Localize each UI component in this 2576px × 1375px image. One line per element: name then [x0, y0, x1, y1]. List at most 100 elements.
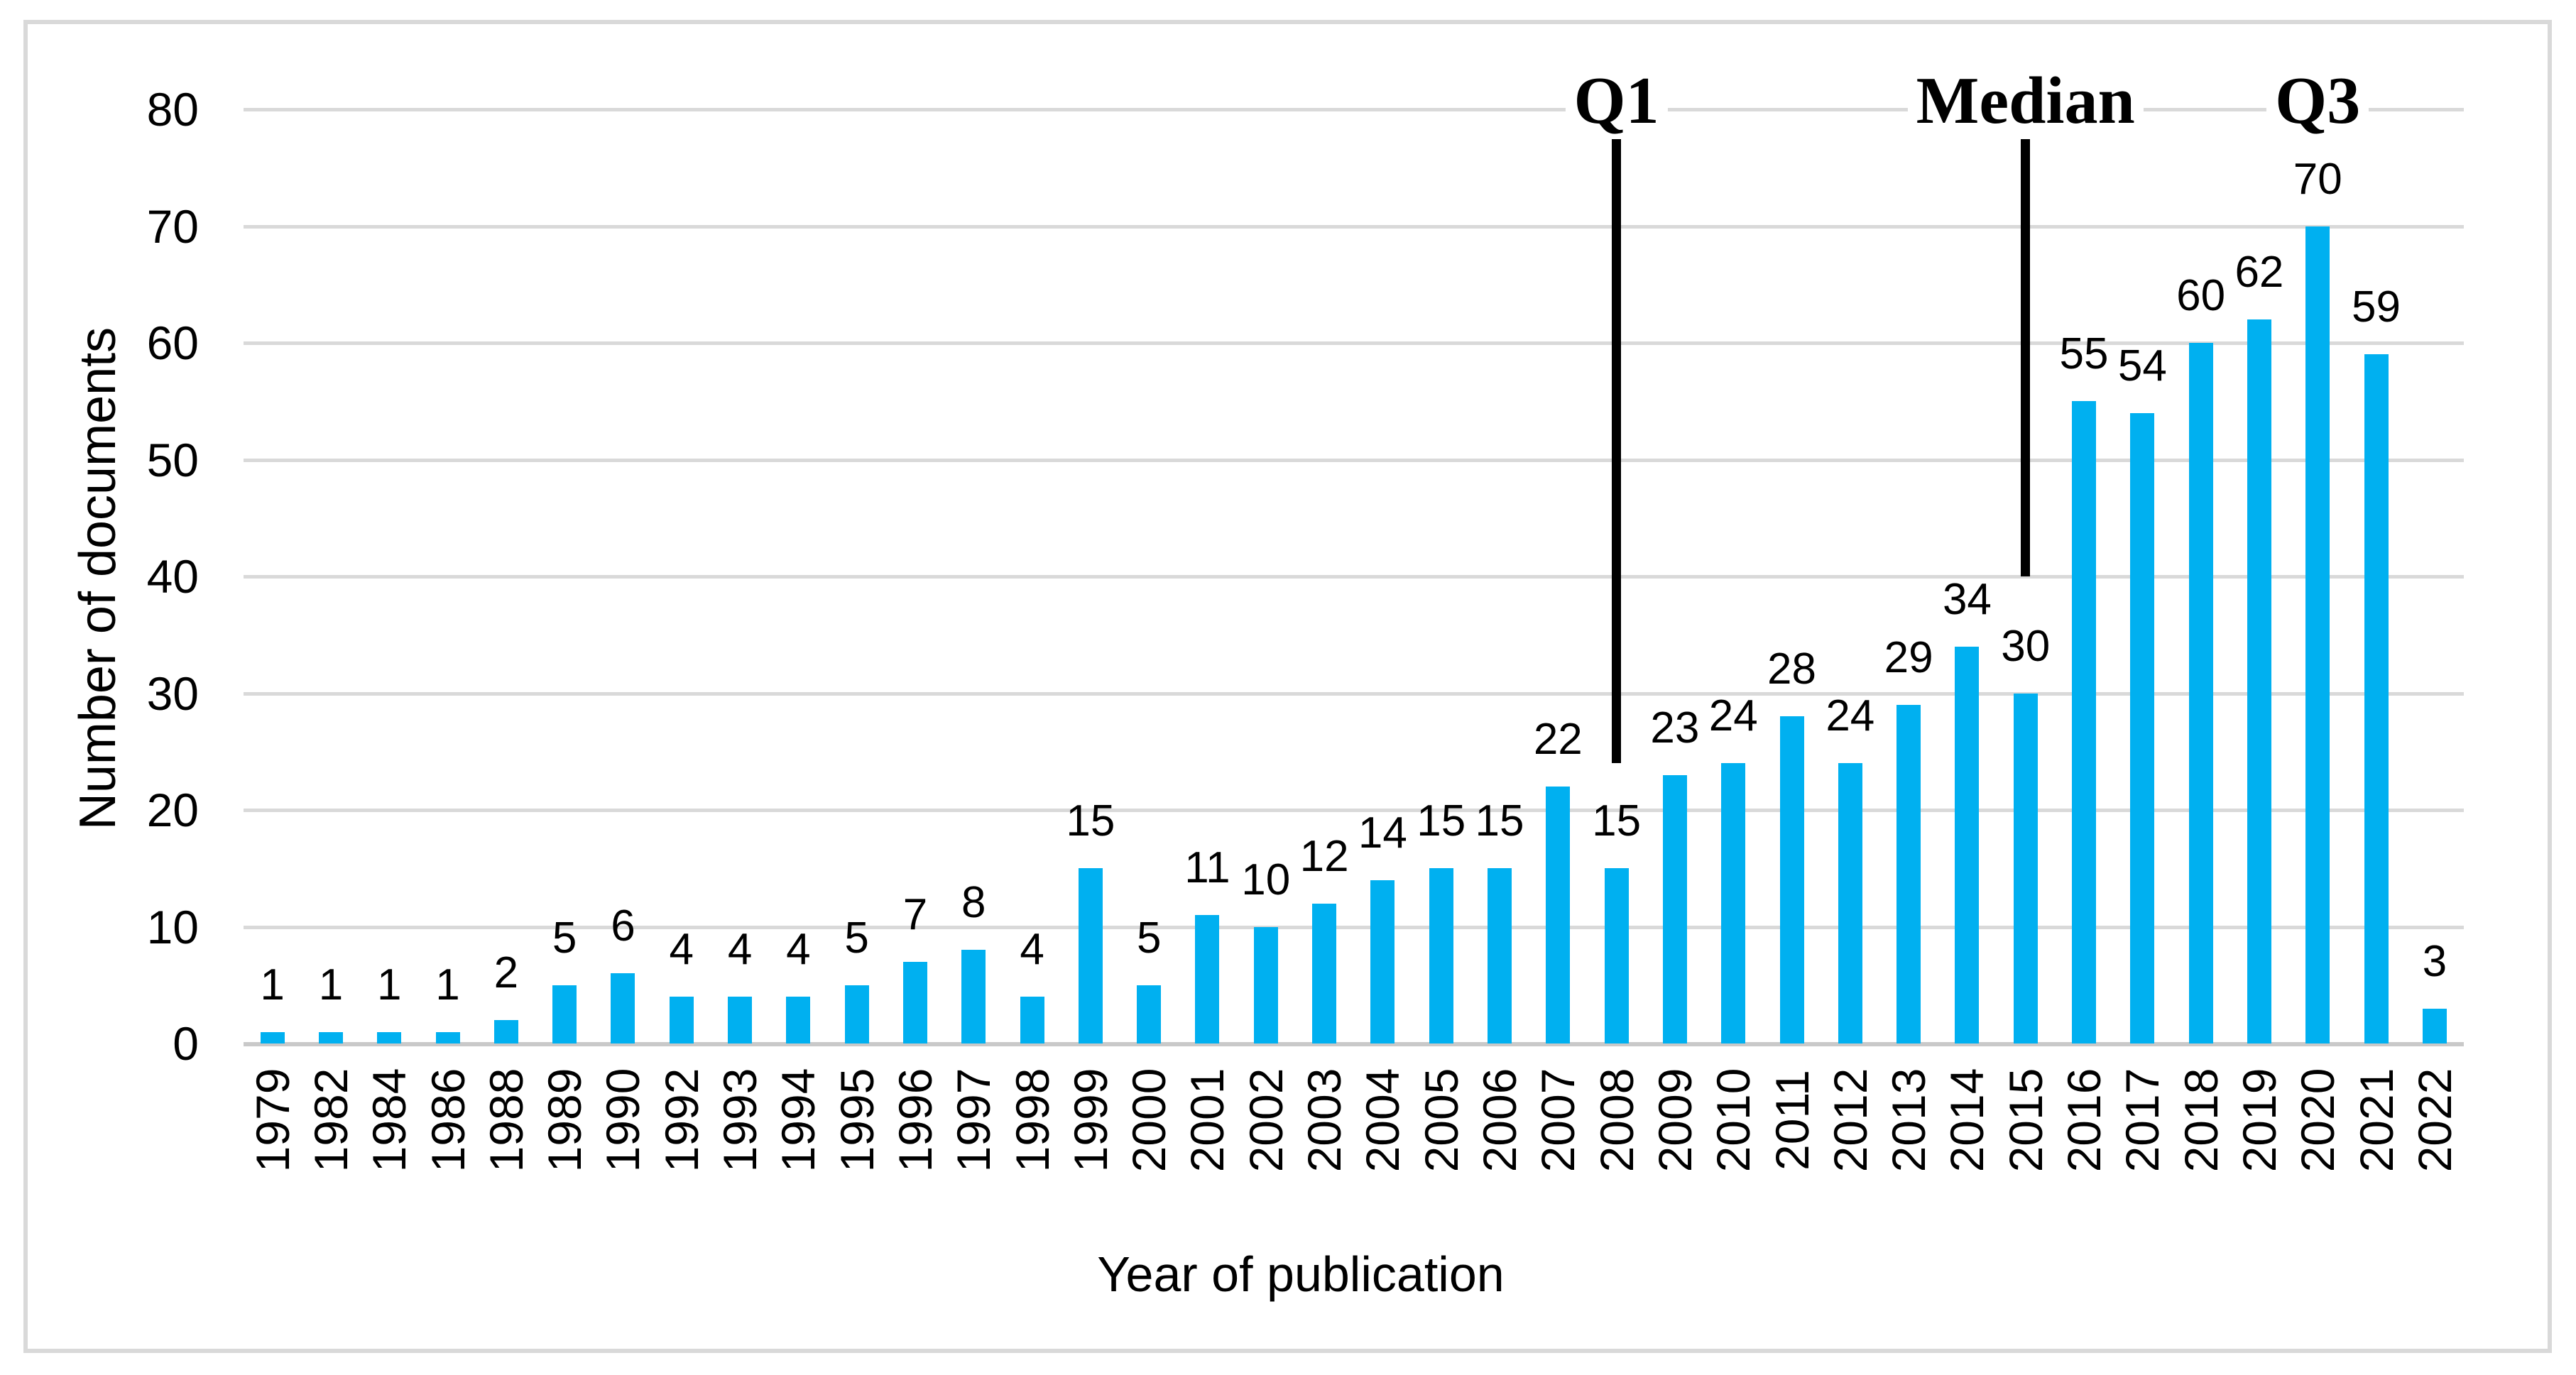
- bar-value-label-2003: 12: [1299, 831, 1349, 881]
- bar-value-label-1995: 5: [844, 913, 869, 963]
- bar-1984: [377, 1031, 402, 1043]
- bar-1998: [1020, 997, 1044, 1043]
- bar-value-label-1996: 7: [902, 889, 928, 939]
- bar-1988: [493, 1020, 518, 1043]
- bar-2006: [1488, 868, 1512, 1043]
- bar-2010: [1721, 763, 1746, 1043]
- x-tick-label-2017: 2017: [2116, 1068, 2169, 1173]
- bar-1982: [318, 1031, 343, 1043]
- bar-value-label-1982: 1: [318, 960, 344, 1009]
- bar-1992: [669, 997, 694, 1043]
- x-tick-label-2007: 2007: [1532, 1068, 1585, 1173]
- x-tick-label-1990: 1990: [596, 1068, 650, 1173]
- bar-1993: [728, 997, 753, 1043]
- x-tick-label-2000: 2000: [1123, 1068, 1176, 1173]
- bar-2015: [2013, 693, 2038, 1043]
- gridline-60: [243, 341, 2464, 345]
- y-tick-label-60: 60: [146, 317, 199, 369]
- bar-value-label-2016: 55: [2059, 329, 2109, 379]
- bar-2021: [2364, 354, 2389, 1043]
- bar-value-label-2014: 34: [1942, 574, 1992, 624]
- y-tick-label-10: 10: [146, 900, 199, 953]
- bar-1997: [961, 950, 986, 1043]
- gridline-50: [243, 458, 2464, 462]
- gridline-80: [243, 108, 2464, 111]
- bar-value-label-2007: 22: [1533, 715, 1583, 765]
- bar-value-label-1992: 4: [669, 925, 694, 975]
- bar-value-label-2000: 5: [1136, 913, 1162, 963]
- bar-value-label-1994: 4: [786, 925, 811, 975]
- x-tick-label-1989: 1989: [538, 1068, 591, 1173]
- x-tick-label-1995: 1995: [830, 1068, 883, 1173]
- x-tick-label-1999: 1999: [1064, 1068, 1117, 1173]
- bar-value-label-2004: 14: [1358, 808, 1407, 858]
- bar-value-label-2006: 15: [1475, 796, 1524, 846]
- bar-value-label-1989: 5: [552, 913, 577, 963]
- x-tick-label-2005: 2005: [1414, 1068, 1468, 1173]
- bar-value-label-2013: 29: [1884, 632, 1933, 682]
- bar-value-label-1984: 1: [377, 960, 402, 1009]
- bar-value-label-2022: 3: [2422, 936, 2447, 986]
- bar-value-label-2002: 10: [1241, 855, 1291, 904]
- bar-value-label-2015: 30: [2001, 621, 2051, 671]
- bar-value-label-2011: 28: [1767, 645, 1816, 694]
- x-tick-label-1988: 1988: [479, 1068, 533, 1173]
- y-tick-label-50: 50: [146, 433, 199, 486]
- x-tick-label-2008: 2008: [1590, 1068, 1643, 1173]
- bar-value-label-1979: 1: [260, 960, 285, 1009]
- annotation-line-q1: [1612, 128, 1622, 764]
- bar-2019: [2247, 319, 2271, 1043]
- annotation-label-median: Median: [1907, 62, 2144, 139]
- x-tick-label-2009: 2009: [1648, 1068, 1701, 1173]
- x-tick-label-1993: 1993: [714, 1068, 767, 1173]
- bar-value-label-2001: 11: [1184, 843, 1230, 893]
- bar-value-label-2010: 24: [1708, 691, 1758, 741]
- bar-2003: [1312, 903, 1337, 1043]
- bar-value-label-2012: 24: [1825, 691, 1875, 741]
- x-tick-label-1996: 1996: [888, 1068, 942, 1173]
- bar-1989: [552, 985, 577, 1043]
- x-tick-label-1984: 1984: [363, 1068, 416, 1173]
- x-tick-label-1979: 1979: [246, 1068, 299, 1173]
- x-tick-label-1986: 1986: [421, 1068, 474, 1173]
- x-tick-label-2001: 2001: [1181, 1068, 1234, 1173]
- bar-1995: [844, 985, 869, 1043]
- x-tick-label-2018: 2018: [2174, 1068, 2227, 1173]
- bar-2002: [1253, 926, 1278, 1043]
- y-tick-label-30: 30: [146, 667, 199, 720]
- x-tick-label-2011: 2011: [1765, 1070, 1818, 1171]
- bar-1999: [1078, 868, 1103, 1043]
- x-tick-label-2004: 2004: [1356, 1068, 1409, 1173]
- bar-2009: [1662, 774, 1687, 1043]
- x-tick-label-2006: 2006: [1473, 1068, 1526, 1173]
- y-tick-label-80: 80: [146, 83, 199, 136]
- bar-1990: [611, 973, 635, 1043]
- bar-2017: [2130, 412, 2155, 1043]
- bar-1996: [902, 961, 927, 1043]
- bar-2012: [1838, 763, 1862, 1043]
- bar-value-label-2021: 59: [2352, 283, 2401, 332]
- x-tick-label-2014: 2014: [1941, 1068, 1994, 1173]
- bar-value-label-2005: 15: [1417, 796, 1466, 846]
- bar-value-label-2019: 62: [2234, 248, 2284, 297]
- bar-1994: [786, 997, 811, 1043]
- bar-value-label-2018: 60: [2176, 271, 2226, 320]
- figure-border: [23, 20, 2552, 1353]
- gridline-40: [243, 575, 2464, 579]
- bar-2005: [1429, 868, 1453, 1043]
- x-tick-label-2003: 2003: [1298, 1068, 1351, 1173]
- gridline-10: [243, 925, 2464, 929]
- annotation-label-q3: Q3: [2266, 62, 2369, 139]
- bar-2016: [2072, 401, 2097, 1043]
- bar-value-label-1998: 4: [1020, 925, 1044, 975]
- bar-1986: [435, 1031, 460, 1043]
- bar-2001: [1195, 915, 1220, 1043]
- bar-value-label-2008: 15: [1592, 796, 1642, 846]
- x-tick-label-2022: 2022: [2408, 1068, 2461, 1173]
- y-tick-label-70: 70: [146, 199, 199, 253]
- bar-value-label-1997: 8: [961, 878, 986, 928]
- bar-2007: [1546, 787, 1571, 1043]
- bar-value-label-1988: 2: [493, 948, 519, 998]
- x-tick-label-2021: 2021: [2349, 1068, 2403, 1173]
